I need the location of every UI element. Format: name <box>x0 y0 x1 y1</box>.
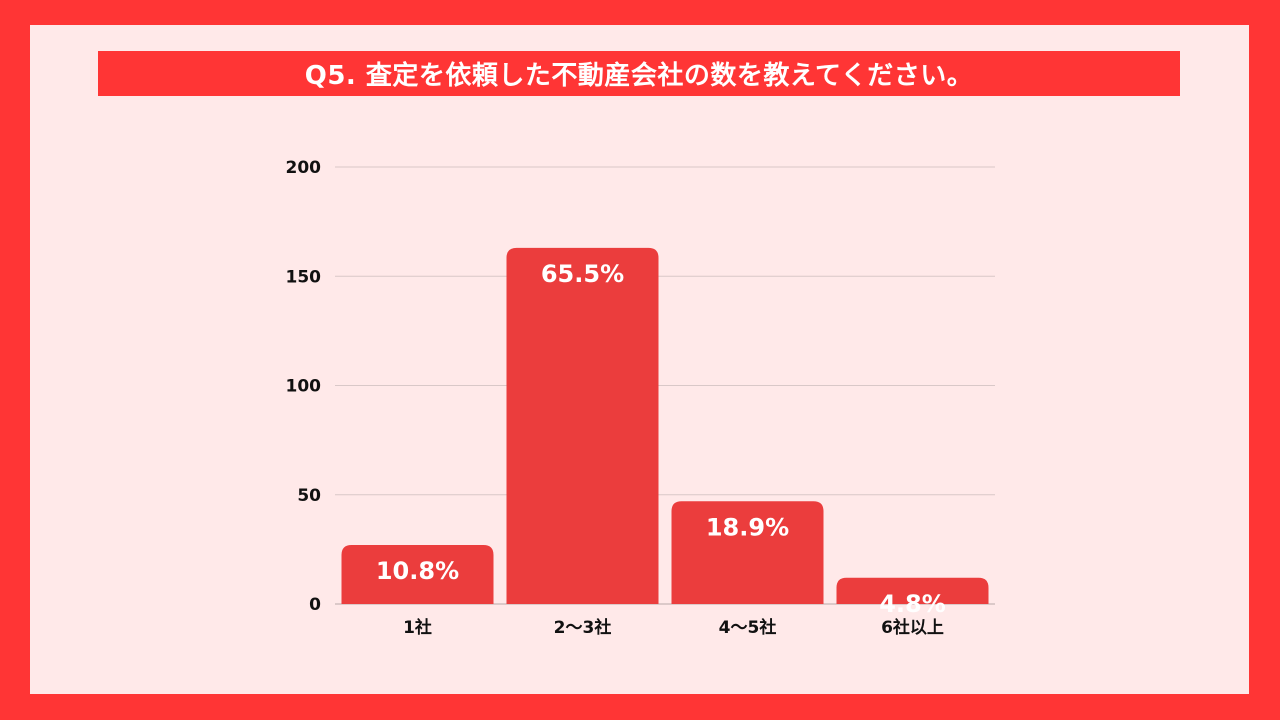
x-tick-label: 2〜3社 <box>554 617 612 638</box>
y-tick-label: 50 <box>297 486 321 506</box>
x-tick-label: 1社 <box>403 617 432 638</box>
x-tick-label: 6社以上 <box>881 617 944 638</box>
data-label: 65.5% <box>541 260 624 288</box>
data-label: 4.8% <box>879 590 946 618</box>
bar <box>506 247 659 604</box>
data-label: 18.9% <box>706 513 789 541</box>
y-tick-label: 100 <box>286 377 322 397</box>
bar <box>671 501 824 604</box>
y-tick-label: 0 <box>309 595 321 615</box>
bar <box>836 577 989 604</box>
bar <box>341 545 494 604</box>
data-label: 10.8% <box>376 557 459 585</box>
x-tick-label: 4〜5社 <box>719 617 777 638</box>
y-tick-label: 150 <box>286 267 322 287</box>
y-tick-label: 200 <box>286 158 322 178</box>
chart-title: Q5. 査定を依頼した不動産会社の数を教えてください。 <box>98 51 1180 96</box>
